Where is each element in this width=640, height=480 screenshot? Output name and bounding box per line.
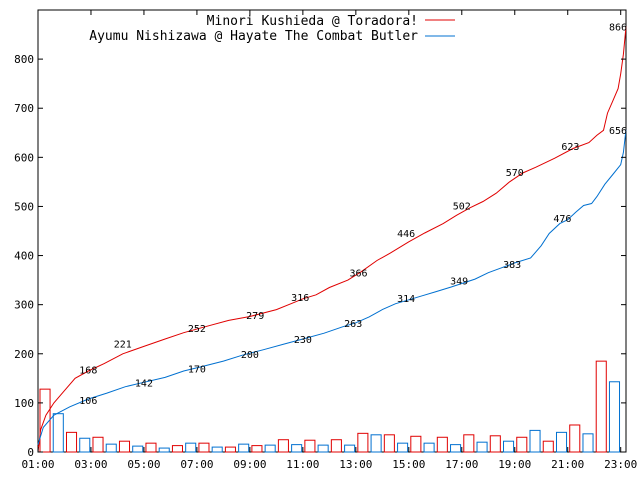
bar-red-2 (92, 436, 104, 453)
data-label-series-1-8: 570 (506, 168, 524, 179)
bar-blue-10 (317, 444, 329, 453)
x-tick-label-6: 13:00 (339, 458, 372, 471)
bars-layer (39, 360, 621, 453)
data-label-series-2-3: 200 (241, 350, 259, 361)
bar-red-15 (436, 436, 448, 453)
bar-red-11 (330, 439, 342, 453)
data-label-series-2-8: 383 (503, 260, 521, 271)
bar-blue-7 (238, 443, 250, 453)
data-label-series-1-9: 623 (561, 142, 579, 153)
x-tick-label-7: 15:00 (392, 458, 425, 471)
bar-blue-13 (397, 442, 409, 453)
data-label-series-2-1: 142 (135, 378, 153, 389)
data-label-series-2-9: 476 (553, 214, 571, 225)
legend: Minori Kushieda @ Toradora! Ayumu Nishiz… (89, 14, 455, 44)
data-label-series-1-1: 221 (114, 339, 132, 350)
x-tick-label-10: 21:00 (551, 458, 584, 471)
x-tick-label-3: 07:00 (180, 458, 213, 471)
data-label-series-2-0: 106 (79, 396, 97, 407)
data-label-series-2-10: 656 (609, 126, 627, 137)
bar-blue-9 (291, 444, 303, 453)
data-label-series-2-6: 314 (397, 294, 415, 305)
data-label-series-1-7: 502 (453, 201, 471, 212)
data-label-series-1-3: 279 (246, 311, 264, 322)
bar-blue-21 (608, 381, 621, 453)
bar-blue-12 (370, 434, 382, 453)
bar-red-8 (251, 445, 263, 453)
bar-blue-14 (423, 442, 435, 453)
y-tick-label-6: 600 (14, 151, 34, 164)
data-label-series-1-10: 866 (609, 23, 627, 34)
legend-label-series-2: Ayumu Nishizawa @ Hayate The Combat Butl… (89, 29, 418, 44)
bar-blue-3 (132, 445, 144, 453)
data-label-series-1-2: 252 (188, 324, 206, 335)
bar-red-0 (39, 388, 51, 453)
data-label-series-2-2: 170 (188, 365, 206, 376)
bar-blue-18 (529, 429, 541, 453)
bar-red-12 (357, 432, 369, 453)
y-tick-label-8: 800 (14, 53, 34, 66)
x-tick-label-4: 09:00 (233, 458, 266, 471)
y-tick-label-0: 0 (27, 446, 34, 459)
bar-blue-0 (52, 413, 64, 453)
bar-blue-6 (211, 446, 223, 453)
bar-red-18 (516, 436, 528, 453)
bar-blue-11 (344, 444, 356, 453)
bar-blue-1 (79, 437, 91, 453)
data-label-series-2-7: 349 (450, 277, 468, 288)
series-line-1 (37, 26, 627, 453)
y-tick-label-7: 700 (14, 102, 34, 115)
series-line-2 (37, 129, 627, 445)
y-tick-label-1: 100 (14, 397, 34, 410)
x-tick-label-11: 23:00 (604, 458, 637, 471)
data-label-series-2-4: 230 (294, 335, 312, 346)
x-tick-label-5: 11:00 (286, 458, 319, 471)
bar-red-9 (277, 439, 289, 453)
bar-red-6 (198, 442, 210, 453)
bar-blue-15 (450, 444, 462, 453)
data-label-series-1-5: 366 (349, 268, 367, 279)
bar-blue-5 (185, 442, 197, 453)
y-tick-label-2: 200 (14, 348, 34, 361)
x-tick-label-9: 19:00 (498, 458, 531, 471)
bar-red-3 (118, 440, 131, 453)
y-tick-label-3: 300 (14, 299, 34, 312)
bar-red-14 (410, 435, 422, 453)
plot-frame (37, 9, 627, 453)
bar-red-21 (595, 360, 607, 453)
bar-red-7 (224, 446, 236, 453)
data-label-series-1-0: 168 (79, 365, 97, 376)
data-label-series-2-5: 263 (344, 319, 362, 330)
bar-blue-19 (555, 431, 568, 453)
bar-blue-16 (476, 441, 488, 453)
data-label-series-1-4: 316 (291, 293, 309, 304)
data-labels-layer: 168 221 252 279 316 366 446 502 570 623 866 106 142 1… (79, 23, 627, 407)
x-tick-label-0: 01:00 (21, 458, 54, 471)
x-tick-label-8: 17:00 (445, 458, 478, 471)
bar-red-4 (145, 442, 157, 453)
axes-layer: 0 100 200 300 400 500 600 700 800 01:00 03:00 05:00… (14, 10, 637, 471)
lines-layer (37, 26, 627, 453)
legend-label-series-1: Minori Kushieda @ Toradora! (207, 14, 418, 29)
bar-red-17 (489, 435, 501, 453)
data-label-series-1-6: 446 (397, 229, 415, 240)
x-tick-label-1: 03:00 (74, 458, 107, 471)
bar-blue-20 (582, 433, 594, 453)
bar-red-20 (569, 424, 581, 453)
bar-red-16 (463, 434, 475, 453)
y-tick-label-5: 500 (14, 200, 34, 213)
bar-blue-2 (105, 443, 117, 453)
bar-red-19 (542, 440, 554, 453)
bar-red-1 (65, 431, 78, 453)
bar-red-5 (171, 445, 183, 453)
x-tick-label-2: 05:00 (127, 458, 160, 471)
bar-red-10 (304, 439, 316, 453)
bar-red-13 (383, 434, 395, 453)
bar-blue-4 (158, 447, 170, 453)
bar-blue-8 (264, 444, 276, 453)
y-tick-label-4: 400 (14, 250, 34, 263)
bar-blue-17 (503, 440, 515, 453)
